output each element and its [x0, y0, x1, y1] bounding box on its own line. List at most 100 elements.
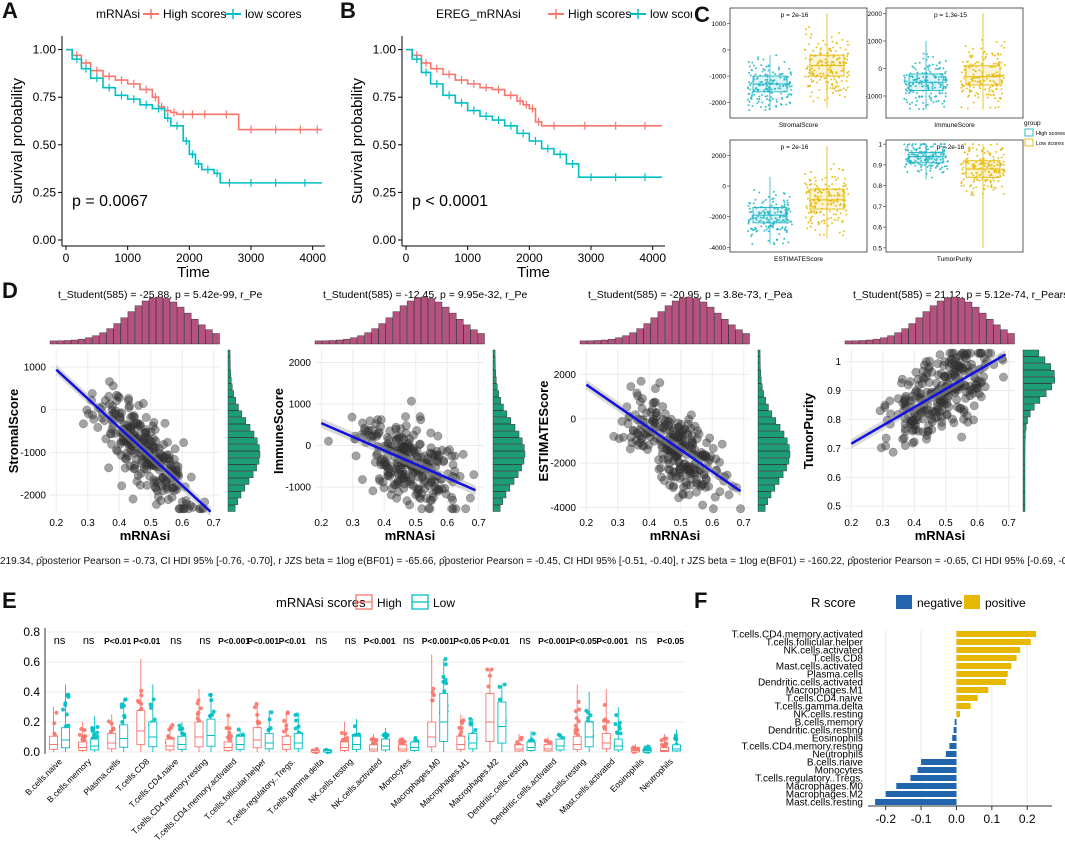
- top-histogram-bar: [922, 311, 930, 345]
- jitter-point: [770, 204, 773, 207]
- scatter-point: [137, 456, 147, 466]
- plot-area: [315, 350, 485, 512]
- scatter-point: [670, 447, 680, 457]
- jitter-point: [978, 158, 981, 161]
- jitter-point: [913, 78, 916, 81]
- scatter-point: [386, 461, 396, 471]
- subplot-frame: [729, 139, 868, 253]
- jitter-point: [824, 77, 827, 80]
- jitter-point: [750, 96, 753, 99]
- scatter-point: [412, 453, 422, 463]
- jitter-point: [963, 65, 966, 68]
- scatter-point: [911, 386, 921, 396]
- x-axis-label: Time: [517, 264, 550, 281]
- scatter-point: [434, 486, 443, 496]
- jitter-point: [762, 84, 765, 87]
- scatter-point: [931, 413, 940, 423]
- scatter-point: [119, 435, 129, 445]
- jitter-point: [989, 106, 992, 109]
- scatter-point: [173, 469, 183, 479]
- jitter-point: [845, 88, 848, 91]
- jitter-point: [54, 710, 59, 715]
- scatter-point: [939, 399, 949, 409]
- x-tick-label: 2000: [516, 251, 543, 265]
- x-tick-label: 1000: [114, 251, 141, 265]
- jitter-point: [757, 58, 760, 61]
- jitter-point: [1002, 192, 1005, 195]
- significance-label: ns: [636, 635, 648, 647]
- jitter-point: [339, 731, 344, 736]
- jitter-point: [928, 95, 931, 98]
- scatter-point: [693, 479, 703, 489]
- category-label: Macrophages.M2: [786, 790, 864, 801]
- scatter-point: [121, 448, 131, 458]
- top-histogram-bar: [593, 340, 601, 345]
- scatter-point: [876, 443, 886, 453]
- jitter-point: [983, 151, 986, 154]
- scatter-point: [162, 450, 172, 460]
- jitter-point: [236, 727, 241, 732]
- jitter-point: [937, 82, 940, 85]
- scatter-point: [107, 429, 116, 439]
- y-axis-label: Survival probability: [9, 78, 26, 204]
- scatter-point: [690, 421, 700, 431]
- scatter-point: [686, 469, 696, 478]
- jitter-point: [826, 74, 829, 77]
- jitter-point: [755, 87, 758, 90]
- x-tick-label: 0.7: [472, 518, 486, 529]
- jitter-point: [967, 65, 970, 68]
- scatter-point: [149, 444, 159, 454]
- box-low: [809, 188, 845, 210]
- scatter-point: [694, 429, 704, 439]
- jitter-point: [824, 43, 827, 46]
- top-histogram-bar: [858, 340, 866, 345]
- scatter-point: [633, 429, 642, 439]
- scatter-point: [141, 454, 151, 464]
- jitter-point: [750, 69, 753, 72]
- scatter-point: [919, 374, 929, 384]
- top-histogram-bar: [929, 305, 937, 345]
- scatter-point: [983, 348, 993, 358]
- scatter-point: [147, 460, 157, 470]
- significance-label: P<0.01: [279, 636, 306, 646]
- jitter-point: [935, 64, 938, 67]
- scatter-point: [374, 429, 383, 439]
- scatter-point: [111, 406, 121, 416]
- jitter-point: [630, 746, 635, 751]
- x-tick-label: 0.4: [377, 518, 391, 529]
- jitter-point: [804, 75, 807, 78]
- jitter-point: [997, 106, 1000, 109]
- jitter-point: [926, 103, 929, 106]
- jitter-point: [830, 61, 833, 64]
- top-histogram-bar: [601, 339, 609, 345]
- jitter-point: [782, 199, 785, 202]
- jitter-point: [906, 157, 909, 160]
- scatter-point: [642, 429, 652, 439]
- significance-label: P<0.01: [104, 636, 131, 646]
- subplot-label: ESTIMATEScore: [774, 256, 823, 263]
- y-tick-label: -1000: [865, 94, 882, 101]
- right-histogram-bar: [227, 430, 255, 438]
- scatter-point: [666, 444, 676, 454]
- scatter-point: [674, 422, 684, 432]
- scatter-point: [117, 481, 127, 491]
- scatter-point: [358, 475, 367, 485]
- scatter-point: [396, 464, 406, 473]
- significance-label: ns: [403, 635, 415, 647]
- scatter-point: [188, 502, 198, 512]
- jitter-point: [918, 82, 921, 85]
- significance-label: P<0.001: [422, 636, 454, 646]
- jitter-point: [758, 191, 761, 194]
- scatter-point: [179, 504, 189, 514]
- jitter-point: [992, 94, 995, 97]
- legend-label: High: [377, 596, 402, 610]
- scatter-point: [376, 455, 386, 465]
- jitter-point: [812, 72, 815, 75]
- scatter-point: [952, 395, 962, 405]
- scatter-point: [114, 393, 124, 403]
- jitter-point: [931, 145, 934, 148]
- scatter-point: [156, 496, 166, 506]
- jitter-point: [841, 234, 844, 237]
- scatter-point: [913, 388, 923, 398]
- x-tick-label: 0.3: [346, 518, 360, 529]
